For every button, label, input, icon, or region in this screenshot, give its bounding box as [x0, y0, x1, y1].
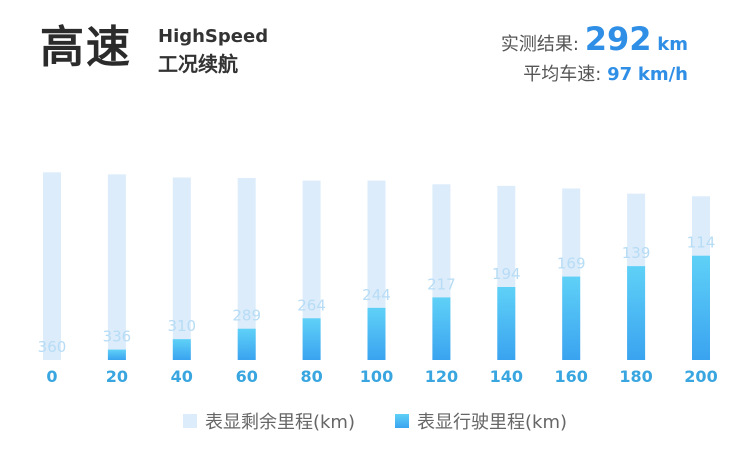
- measured-value: 292: [584, 20, 652, 58]
- bar-driven-60: [237, 328, 256, 360]
- data-labels: 360 336 310 289 264 244 217 194 169 139 114: [38, 234, 716, 356]
- x-tick-100: 100: [360, 367, 393, 386]
- data-label-80: 264: [297, 296, 326, 314]
- data-label-100: 244: [362, 286, 391, 304]
- driven-bars: [107, 255, 710, 360]
- x-tick-200: 200: [684, 367, 717, 386]
- data-label-40: 310: [167, 317, 196, 335]
- legend-swatch-remaining: [182, 414, 197, 428]
- legend-label-driven: 表显行驶里程(km): [417, 412, 568, 433]
- bar-driven-20: [107, 349, 126, 360]
- measured-unit: km: [657, 34, 688, 55]
- x-tick-120: 120: [425, 367, 458, 386]
- bar-driven-100: [367, 307, 386, 360]
- measured-label: 实测结果:: [500, 34, 579, 55]
- bar-driven-180: [627, 266, 646, 360]
- x-tick-40: 40: [171, 367, 193, 386]
- bar-remaining-0: [43, 172, 61, 360]
- x-tick-180: 180: [619, 367, 652, 386]
- data-label-0: 360: [38, 338, 67, 356]
- x-tick-80: 80: [300, 367, 322, 386]
- x-tick-60: 60: [236, 367, 258, 386]
- data-label-140: 194: [492, 265, 521, 283]
- bar-driven-120: [432, 297, 451, 360]
- legend-label-remaining: 表显剩余里程(km): [204, 412, 355, 433]
- legend: 表显剩余里程(km) 表显行驶里程(km): [0, 408, 750, 434]
- bar-driven-160: [562, 276, 581, 360]
- average-speed: 平均车速: 97 km/h: [523, 60, 688, 86]
- data-label-20: 336: [103, 328, 132, 346]
- x-tick-0: 0: [46, 367, 57, 386]
- title-english: HighSpeed: [158, 26, 269, 47]
- bar-driven-80: [302, 318, 321, 360]
- bar-driven-140: [497, 286, 516, 360]
- x-tick-140: 140: [490, 367, 523, 386]
- bar-remaining-20: [107, 174, 126, 360]
- x-axis-ticks: 0 20 40 60 80 100 120 140 160 180 200: [46, 367, 717, 386]
- avg-speed-label: 平均车速:: [523, 64, 602, 85]
- bar-driven-200: [692, 255, 710, 360]
- bar-remaining-80: [302, 180, 321, 360]
- measured-result: 实测结果: 292 km: [501, 20, 688, 58]
- x-tick-20: 20: [106, 367, 128, 386]
- legend-item-remaining: 表显剩余里程(km): [182, 408, 355, 434]
- avg-speed-unit: km/h: [637, 64, 688, 85]
- data-label-120: 217: [427, 275, 456, 293]
- title-main: 高速: [40, 22, 132, 73]
- data-label-160: 169: [557, 255, 586, 273]
- legend-item-driven: 表显行驶里程(km): [395, 408, 567, 434]
- bar-remaining-60: [237, 178, 256, 360]
- x-tick-160: 160: [554, 367, 587, 386]
- bar-remaining-40: [172, 177, 191, 360]
- subtitle: 工况续航: [158, 52, 238, 76]
- legend-swatch-driven: [395, 414, 409, 428]
- data-label-60: 289: [232, 307, 261, 325]
- data-label-200: 114: [687, 234, 716, 252]
- data-label-180: 139: [622, 244, 651, 262]
- avg-speed-value: 97: [607, 64, 633, 85]
- bar-driven-40: [172, 339, 191, 360]
